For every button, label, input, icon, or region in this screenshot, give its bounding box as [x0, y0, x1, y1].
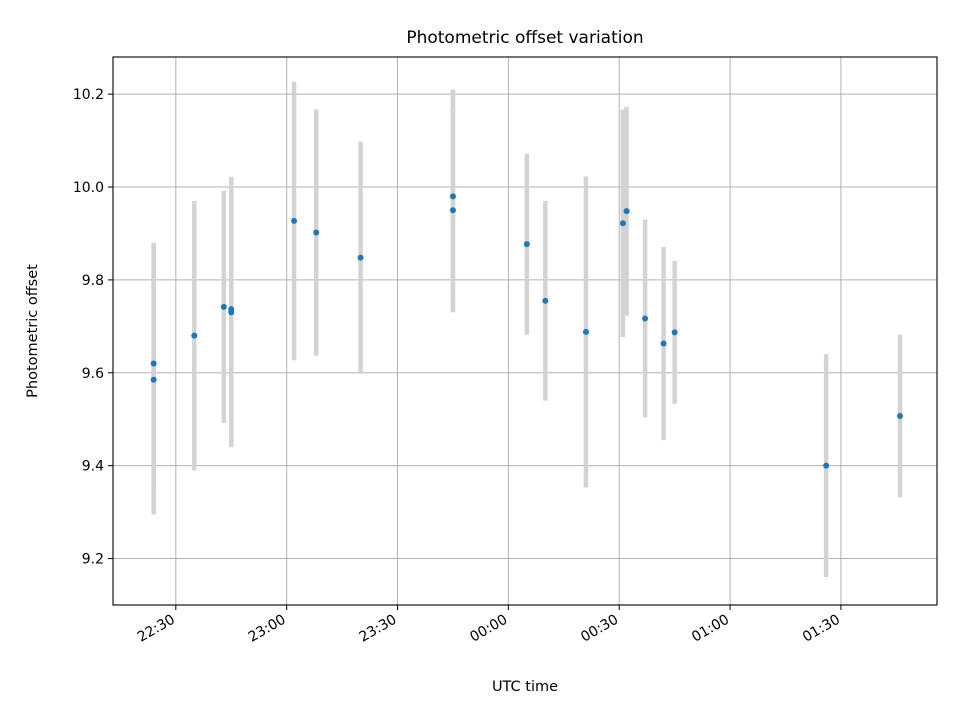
- y-tick-label: 9.6: [82, 366, 104, 382]
- y-axis-label: Photometric offset: [25, 264, 41, 398]
- data-point: [623, 208, 630, 215]
- data-point: [671, 329, 678, 336]
- data-point: [542, 297, 549, 304]
- x-axis-label: UTC time: [492, 679, 558, 695]
- data-point: [523, 241, 530, 248]
- data-point: [619, 220, 626, 227]
- y-axis: 9.2 9.4 9.6 9.8 10.0 10.2: [73, 87, 113, 568]
- data-point: [823, 462, 830, 469]
- chart-title: Photometric offset variation: [406, 28, 643, 48]
- y-tick-label: 9.2: [82, 552, 104, 568]
- data-point: [660, 340, 667, 347]
- data-point: [220, 303, 227, 310]
- y-tick-label: 9.8: [82, 273, 104, 289]
- data-point: [150, 360, 157, 367]
- data-point: [150, 376, 157, 383]
- data-point: [357, 254, 364, 261]
- data-point: [897, 412, 904, 419]
- data-point: [449, 207, 456, 214]
- grid: [113, 57, 937, 605]
- plot-frame: [112, 56, 938, 606]
- data-point: [228, 306, 235, 313]
- y-tick-label: 10.2: [73, 87, 104, 103]
- markers: [150, 193, 904, 469]
- data-point: [582, 328, 589, 335]
- data-point: [191, 332, 198, 339]
- y-tick-label: 9.4: [82, 459, 104, 475]
- data-point: [291, 217, 298, 224]
- data-point: [313, 229, 320, 236]
- data-point: [642, 315, 649, 322]
- y-tick-label: 10.0: [73, 180, 104, 196]
- data-point: [449, 193, 456, 200]
